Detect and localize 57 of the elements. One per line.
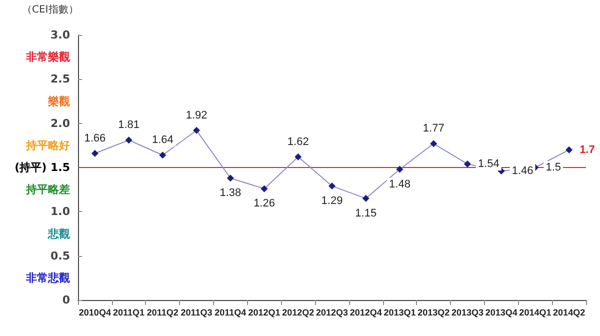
y-tick-label: 0 <box>62 294 70 306</box>
x-tick-label: 2011Q1 <box>113 308 145 318</box>
point <box>159 152 166 159</box>
x-tick-label: 2012Q3 <box>316 308 348 318</box>
data-label: 1.64 <box>152 134 174 146</box>
point <box>396 166 404 173</box>
x-tick-label: 2013Q2 <box>418 308 450 318</box>
point <box>430 140 438 148</box>
point <box>566 146 573 154</box>
x-tick-label: 2010Q4 <box>78 308 111 318</box>
x-tick-label: 2014Q2 <box>553 308 586 318</box>
point <box>91 150 98 157</box>
point <box>226 174 234 182</box>
data-label: 1.15 <box>355 207 377 220</box>
x-tick-label: 2011Q4 <box>214 308 246 318</box>
y-tick-label: (持平) 1.5 <box>14 161 70 174</box>
point <box>193 126 200 134</box>
x-tick-label: 2013Q3 <box>451 308 484 318</box>
x-tick-label: 2012Q4 <box>350 308 382 318</box>
y-axis-title: （CEI指數） <box>22 4 78 16</box>
data-label: 1.48 <box>389 178 410 190</box>
data-label: 1.81 <box>118 119 140 132</box>
x-tick-label: 2012Q1 <box>248 308 280 318</box>
data-label: 1.5 <box>546 162 561 174</box>
y-tick-label: 悲觀 <box>47 227 70 240</box>
data-label: 1.54 <box>478 158 500 170</box>
y-tick-label: 持平略差 <box>25 183 70 196</box>
y-tick-label: 樂觀 <box>47 94 70 108</box>
x-tick-label: 2012Q2 <box>282 308 314 318</box>
data-label: 1.66 <box>84 132 106 144</box>
point <box>294 153 302 160</box>
point <box>464 160 471 168</box>
y-tick-label: 2.0 <box>50 116 70 130</box>
y-tick-label: 持平略好 <box>25 138 70 152</box>
point <box>362 194 370 202</box>
y-tick-label: 非常悲觀 <box>25 271 70 284</box>
data-label: 1.46 <box>512 165 534 178</box>
x-tick-label: 2013Q4 <box>485 308 518 318</box>
data-label: 1.38 <box>220 187 242 200</box>
y-tick-label: 3.0 <box>50 28 70 42</box>
y-tick-label: 1.0 <box>50 205 70 218</box>
data-label: 1.77 <box>422 122 444 135</box>
point <box>328 182 336 190</box>
data-label: 1.7 <box>580 144 595 156</box>
point <box>125 136 132 144</box>
y-tick-label: 0.5 <box>50 249 70 262</box>
x-tick-label: 2011Q2 <box>146 308 178 318</box>
data-label: 1.29 <box>321 195 343 208</box>
x-tick-label: 2013Q1 <box>384 308 416 318</box>
x-tick-label: 2014Q1 <box>519 308 552 318</box>
point <box>260 185 268 192</box>
data-label: 1.92 <box>186 109 208 122</box>
data-label: 1.26 <box>254 198 275 210</box>
y-tick-label: 2.5 <box>50 72 70 86</box>
y-tick-label: 非常樂觀 <box>25 50 70 64</box>
x-tick-label: 2011Q3 <box>180 308 212 318</box>
data-label: 1.62 <box>287 136 309 148</box>
